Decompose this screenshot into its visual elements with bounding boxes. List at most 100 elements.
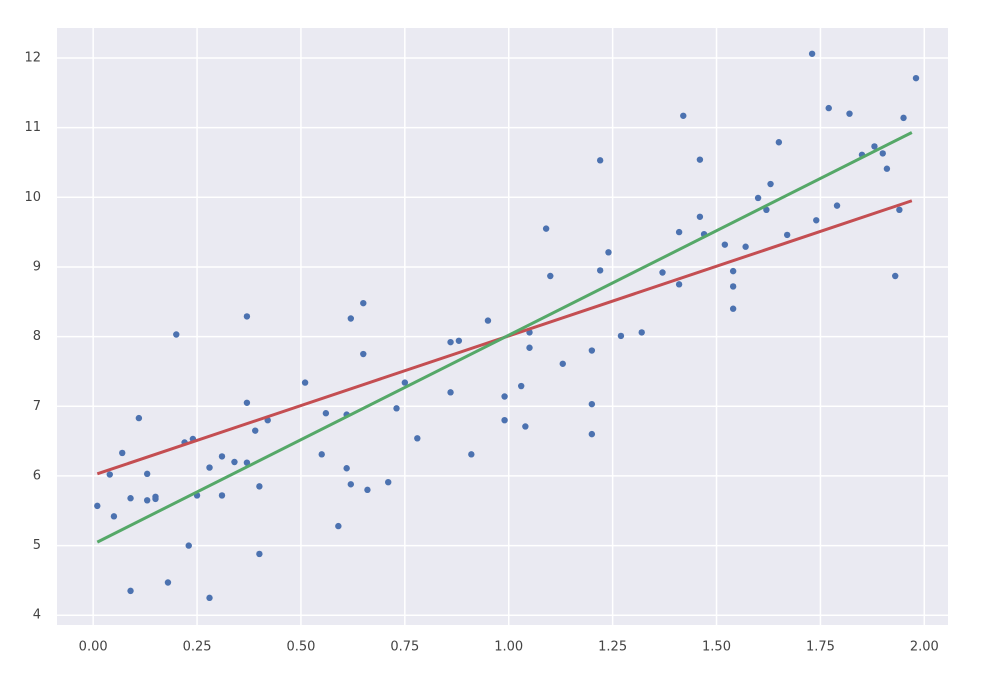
scatter-point [638, 329, 645, 336]
scatter-point [596, 157, 604, 164]
scatter-point [900, 114, 907, 122]
x-tick-label: 1.50 [702, 640, 731, 655]
scatter-point [767, 180, 774, 188]
scatter-point [106, 471, 113, 478]
scatter-point [696, 213, 704, 220]
y-tick-label: 12 [24, 50, 41, 65]
scatter-point [559, 360, 566, 367]
scatter-point [605, 249, 612, 256]
scatter-point [763, 206, 770, 214]
y-tick-label: 7 [33, 399, 41, 414]
plot-area [57, 28, 948, 625]
scatter-point [94, 502, 101, 510]
scatter-point [675, 228, 683, 236]
scatter-point [360, 299, 367, 307]
x-tick-label: 0.25 [183, 640, 212, 655]
scatter-point [846, 110, 853, 117]
scatter-point [301, 379, 309, 386]
scatter-point [119, 449, 126, 457]
scatter-point [447, 389, 454, 396]
scatter-point [518, 382, 525, 390]
y-tick-label: 6 [33, 468, 41, 483]
scatter-point [501, 393, 508, 400]
scatter-point [825, 104, 832, 112]
scatter-point [206, 594, 213, 602]
scatter-point [617, 332, 625, 340]
scatter-point [754, 194, 762, 202]
scatter-point [164, 579, 172, 586]
y-tick-label: 4 [33, 608, 41, 623]
fit-line [96, 131, 913, 544]
scatter-point [468, 451, 475, 458]
scatter-point [127, 587, 134, 595]
scatter-point [775, 139, 783, 146]
scatter-point [218, 492, 226, 499]
scatter-point [143, 470, 151, 478]
scatter-point [318, 451, 325, 458]
x-tick-label: 1.00 [494, 640, 523, 655]
x-tick-label: 0.50 [286, 640, 315, 655]
scatter-point [256, 550, 263, 558]
scatter-point [501, 416, 508, 424]
scatter-point [675, 281, 683, 288]
scatter-point [892, 272, 899, 280]
scatter-point [484, 317, 492, 324]
scatter-point [143, 497, 151, 504]
scatter-point [879, 150, 886, 157]
scatter-point [401, 379, 409, 386]
scatter-point [588, 430, 596, 438]
scatter-point [322, 410, 330, 417]
y-tick-label: 5 [33, 538, 41, 553]
scatter-point [896, 206, 903, 214]
scatter-point [813, 217, 820, 224]
y-tick-label: 9 [33, 259, 41, 274]
x-tick-label: 2.00 [910, 640, 939, 655]
scatter-point [542, 225, 550, 232]
scatter-point [360, 350, 367, 358]
scatter-point [393, 405, 400, 412]
scatter-point [135, 414, 143, 422]
scatter-point [871, 143, 878, 150]
scatter-point [447, 338, 454, 346]
y-tick-label: 8 [33, 329, 41, 344]
y-tick-label: 10 [24, 190, 41, 205]
scatter-point [364, 486, 371, 494]
scatter-point [729, 283, 737, 290]
scatter-point [696, 156, 704, 163]
scatter-point [218, 453, 226, 460]
scatter-point [455, 337, 463, 344]
scatter-point [243, 459, 251, 466]
scatter-point [912, 74, 920, 82]
scatter-point [243, 399, 251, 406]
y-tick-label: 11 [24, 120, 41, 135]
scatter-point [721, 241, 729, 248]
scatter-point [252, 427, 259, 434]
scatter-point [659, 269, 666, 276]
x-tick-label: 0.75 [390, 640, 419, 655]
scatter-point [152, 495, 159, 503]
scatter-point [231, 458, 238, 466]
scatter-point [173, 331, 180, 338]
scatter-point [127, 495, 134, 502]
scatter-point [526, 344, 533, 351]
scatter-point [729, 267, 737, 275]
scatter-point [110, 513, 118, 520]
scatter-point [414, 435, 421, 442]
scatter-point [347, 481, 355, 488]
scatter-point [347, 315, 355, 322]
scatter-point [243, 313, 251, 320]
scatter-point [783, 231, 791, 239]
scatter-point [588, 347, 596, 354]
scatter-point [742, 243, 749, 250]
x-tick-label: 1.25 [598, 640, 627, 655]
scatter-point [883, 165, 891, 172]
scatter-point [206, 464, 213, 471]
x-tick-label: 0.00 [79, 640, 108, 655]
scatter-point [729, 305, 737, 312]
scatter-point [680, 112, 687, 119]
scatter-point [185, 542, 192, 549]
scatter-point [385, 478, 392, 486]
scatter-point [547, 272, 554, 280]
